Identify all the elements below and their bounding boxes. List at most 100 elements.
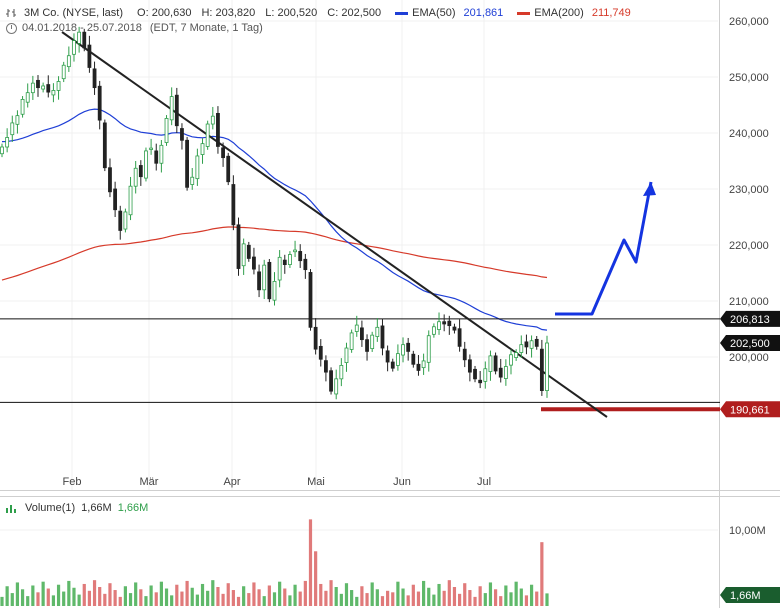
volume-bar [195, 594, 199, 606]
volume-bar [98, 587, 102, 606]
date-range: 04.01.2018 - 25.07.2018 [22, 22, 142, 34]
candle-body [329, 370, 333, 392]
ema200-line [1, 226, 548, 281]
candle-body [236, 224, 241, 269]
y-tick-label: 250,000 [729, 72, 769, 84]
volume-header: Volume(1) 1,66M 1,66M [6, 502, 148, 514]
candle-body [169, 96, 174, 121]
candle-body [360, 327, 364, 341]
ema50-path [1, 108, 548, 331]
candle-body [431, 326, 436, 335]
candle-body [10, 122, 15, 136]
candle-body [344, 347, 349, 364]
volume-bar [154, 592, 158, 606]
candle-body [416, 363, 421, 371]
ema200-label: EMA(200) [534, 7, 584, 19]
candle-body [401, 344, 405, 356]
volume-bar [262, 596, 266, 606]
volume-bar [396, 581, 400, 606]
volume-value-alt: 1,66M [117, 502, 149, 514]
candle-body [390, 361, 395, 369]
volume-bar [103, 593, 107, 606]
candle-body [303, 258, 308, 271]
candle-body [293, 249, 297, 253]
candle-body [426, 335, 431, 363]
volume-bar [41, 581, 45, 606]
volume-bar [360, 586, 364, 606]
candle-body [375, 326, 380, 337]
candle-body [138, 165, 143, 178]
volume-bar [324, 590, 328, 606]
candle-body [370, 334, 375, 350]
candle-body [406, 342, 411, 352]
x-tick-label: Feb [63, 476, 82, 488]
volume-bar [185, 580, 189, 606]
close-value: C: 202,500 [327, 7, 382, 19]
volume-bar [82, 583, 86, 606]
candle-body [334, 378, 339, 395]
candle-body [133, 167, 138, 187]
ema50-value: 201,861 [463, 7, 504, 19]
x-tick-label: Mai [307, 476, 325, 488]
clock-icon [6, 22, 17, 34]
volume-bar [391, 592, 395, 606]
candle-body [216, 113, 220, 147]
candle-body [354, 324, 359, 332]
candle-body [488, 355, 493, 372]
volume-bar [206, 590, 210, 606]
volume-bars-icon [6, 504, 16, 513]
chart-header: 3M Co. (NYSE, last) O: 200,630 H: 203,82… [0, 0, 715, 40]
volume-bar [144, 596, 148, 606]
volume-bar [0, 596, 4, 606]
volume-bar [62, 591, 66, 606]
time-axis-labels: Feb Mär Apr Mai Jun Jul [63, 476, 492, 488]
volume-bar [87, 590, 92, 606]
ema200-value: 211,749 [591, 7, 631, 19]
candle-body [221, 147, 225, 159]
candle-body [462, 348, 467, 361]
volume-bar [319, 583, 323, 606]
y-tick-label: 230,000 [729, 184, 769, 196]
volume-bar [370, 582, 374, 606]
volume-bar [504, 585, 508, 606]
open-value: O: 200,630 [137, 7, 192, 19]
volume-bar [457, 593, 462, 606]
candle-body [395, 353, 400, 366]
candle-body [159, 144, 164, 164]
volume-bar [432, 594, 436, 606]
candle-body [72, 40, 76, 55]
volume-bar [447, 580, 451, 606]
volume-bar [499, 596, 503, 606]
volume-bar [288, 595, 292, 606]
candle-body [180, 128, 184, 141]
time-grid [71, 0, 485, 490]
candle-body [313, 326, 318, 350]
volume-bar [46, 588, 50, 606]
volume-bar [51, 595, 56, 606]
candle-body [349, 332, 354, 350]
volume-bar [216, 587, 220, 606]
volume-bar [190, 587, 194, 606]
price-tag [720, 310, 780, 327]
candle-body [467, 359, 472, 373]
volume-bar [128, 593, 133, 606]
volume-label: Volume(1) [25, 502, 76, 514]
x-tick-label: Jul [477, 476, 491, 488]
volume-bar [10, 593, 14, 606]
volume-bar [365, 593, 369, 606]
low-value: L: 200,520 [265, 7, 318, 19]
ema50-swatch [395, 11, 409, 15]
candle-body [519, 344, 524, 353]
volume-bar [463, 583, 467, 606]
ema200-path [1, 226, 548, 281]
candle-body [87, 44, 92, 68]
chart-type-icon[interactable] [6, 8, 18, 18]
volume-bar [442, 590, 446, 606]
arrow-head [643, 182, 656, 196]
candle-body [478, 379, 483, 384]
candle-body [190, 176, 195, 185]
volume-bar [283, 588, 287, 606]
volume-axis-label: 10,00M [729, 525, 766, 537]
volume-bar [493, 589, 498, 606]
candle-body [154, 150, 159, 164]
